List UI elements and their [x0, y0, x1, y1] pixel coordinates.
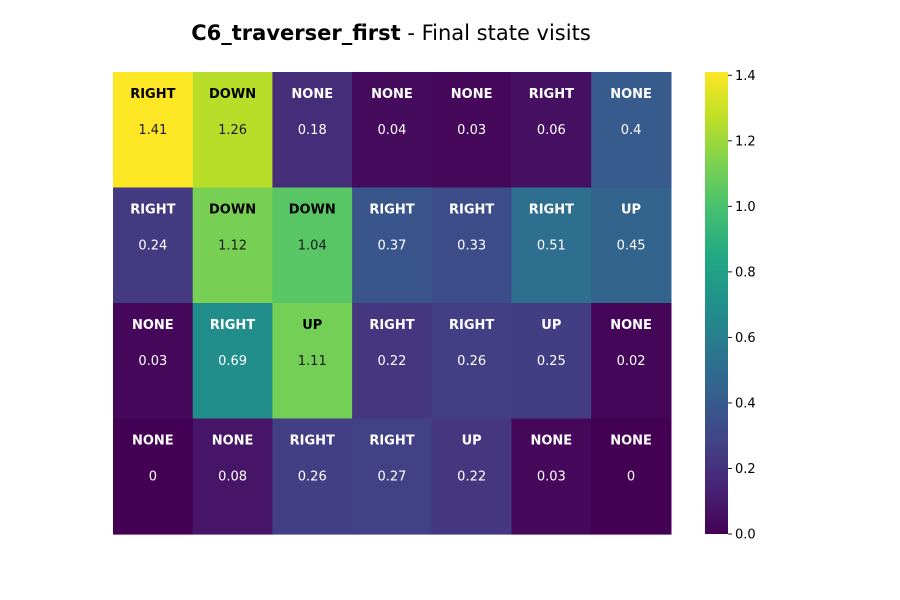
colorbar-tick-label: 0.0 [735, 528, 756, 543]
cell-action-label: UP [541, 318, 561, 333]
cell-action-label: RIGHT [369, 203, 414, 218]
heatmap-cell [431, 303, 513, 420]
cell-value-label: 0.22 [377, 354, 406, 369]
cell-value-label: 0.26 [298, 470, 327, 485]
heatmap-cell [192, 303, 273, 420]
cell-action-label: RIGHT [369, 318, 414, 333]
cell-value-label: 0.4 [621, 123, 642, 138]
chart-title-rest: - Final state visits [400, 21, 591, 45]
cell-value-label: 1.26 [218, 123, 247, 138]
cell-value-label: 0.33 [457, 239, 486, 254]
heatmap-cell [192, 72, 273, 189]
cell-value-label: 0.45 [617, 239, 646, 254]
heatmap-cell [352, 187, 433, 304]
cell-value-label: 0.27 [377, 470, 406, 485]
cell-action-label: NONE [610, 434, 652, 449]
chart-title: C6_traverser_first - Final state visits [0, 21, 782, 45]
heatmap-grid: RIGHT 1.41 DOWN 1.26 NONE 0.18 NONE 0.04 NONE 0.0… [113, 72, 672, 535]
cell-action-label: RIGHT [210, 318, 255, 333]
cell-action-label: NONE [530, 434, 572, 449]
cell-value-label: 0.26 [457, 354, 486, 369]
cell-action-label: NONE [132, 318, 174, 333]
heatmap-cell [272, 187, 353, 304]
cell-action-label: NONE [451, 87, 493, 102]
heatmap-cell [352, 303, 433, 420]
cell-action-label: DOWN [209, 87, 256, 102]
heatmap-cell [272, 418, 353, 535]
cell-value-label: 0.22 [457, 470, 486, 485]
cell-value-label: 0.51 [537, 239, 566, 254]
heatmap-cell [511, 72, 592, 189]
cell-value-label: 0.02 [617, 354, 646, 369]
cell-action-label: NONE [132, 434, 174, 449]
cell-action-label: RIGHT [529, 203, 574, 218]
cell-value-label: 0.37 [377, 239, 406, 254]
cell-action-label: RIGHT [290, 434, 335, 449]
cell-value-label: 1.04 [298, 239, 327, 254]
colorbar-gradient [705, 72, 728, 534]
cell-action-label: UP [621, 203, 641, 218]
cell-action-label: NONE [371, 87, 413, 102]
heatmap-cell [591, 418, 672, 535]
cell-action-label: NONE [291, 87, 333, 102]
cell-value-label: 0.69 [218, 354, 247, 369]
cell-action-label: UP [302, 318, 322, 333]
chart-title-bold: C6_traverser_first [191, 21, 401, 45]
heatmap-cell [591, 303, 672, 420]
heatmap-cell [192, 418, 273, 535]
colorbar-tick-label: 0.6 [735, 331, 756, 346]
cell-action-label: RIGHT [369, 434, 414, 449]
cell-value-label: 0.03 [457, 123, 486, 138]
cell-value-label: 0.24 [138, 239, 167, 254]
cell-value-label: 0.03 [138, 354, 167, 369]
heatmap-cell [113, 303, 194, 420]
heatmap-cell [591, 187, 672, 304]
cell-value-label: 0.03 [537, 470, 566, 485]
colorbar-tick-label: 1.2 [735, 134, 756, 149]
cell-value-label: 0.18 [298, 123, 327, 138]
colorbar-tick-label: 0.8 [735, 265, 756, 280]
heatmap-cell [272, 72, 353, 189]
cell-action-label: DOWN [289, 203, 336, 218]
heatmap-cell [431, 187, 513, 304]
cell-action-label: RIGHT [130, 87, 175, 102]
colorbar: 0.0 0.2 0.4 0.6 0.8 1.0 1.2 1.4 [705, 69, 756, 543]
colorbar-tick-label: 0.2 [735, 462, 756, 477]
cell-value-label: 0.06 [537, 123, 566, 138]
cell-action-label: RIGHT [449, 203, 494, 218]
heatmap-cell [192, 187, 273, 304]
cell-value-label: 0 [627, 470, 635, 485]
cell-value-label: 0 [149, 470, 157, 485]
heatmap-cell [113, 187, 194, 304]
heatmap-cell [272, 303, 353, 420]
cell-action-label: RIGHT [130, 203, 175, 218]
cell-action-label: NONE [610, 87, 652, 102]
colorbar-tick-label: 0.4 [735, 396, 756, 411]
cell-action-label: DOWN [209, 203, 256, 218]
cell-value-label: 0.25 [537, 354, 566, 369]
heatmap-cell [511, 187, 592, 304]
cell-action-label: NONE [212, 434, 254, 449]
cell-action-label: UP [462, 434, 482, 449]
heatmap-cell [431, 72, 513, 189]
heatmap-cell [113, 418, 194, 535]
colorbar-tick-label: 1.4 [735, 69, 756, 84]
cell-value-label: 1.41 [138, 123, 167, 138]
colorbar-tick-label: 1.0 [735, 200, 756, 215]
heatmap-cell [591, 72, 672, 189]
heatmap-cell [113, 72, 194, 189]
cell-action-label: RIGHT [449, 318, 494, 333]
cell-value-label: 1.12 [218, 239, 247, 254]
heatmap-cell [431, 418, 513, 535]
cell-value-label: 0.04 [377, 123, 406, 138]
cell-action-label: NONE [610, 318, 652, 333]
cell-value-label: 1.11 [298, 354, 327, 369]
heatmap-cell [511, 303, 592, 420]
heatmap-cell [352, 418, 433, 535]
heatmap-cell [511, 418, 592, 535]
cell-value-label: 0.08 [218, 470, 247, 485]
cell-action-label: RIGHT [529, 87, 574, 102]
heatmap-cell [352, 72, 433, 189]
